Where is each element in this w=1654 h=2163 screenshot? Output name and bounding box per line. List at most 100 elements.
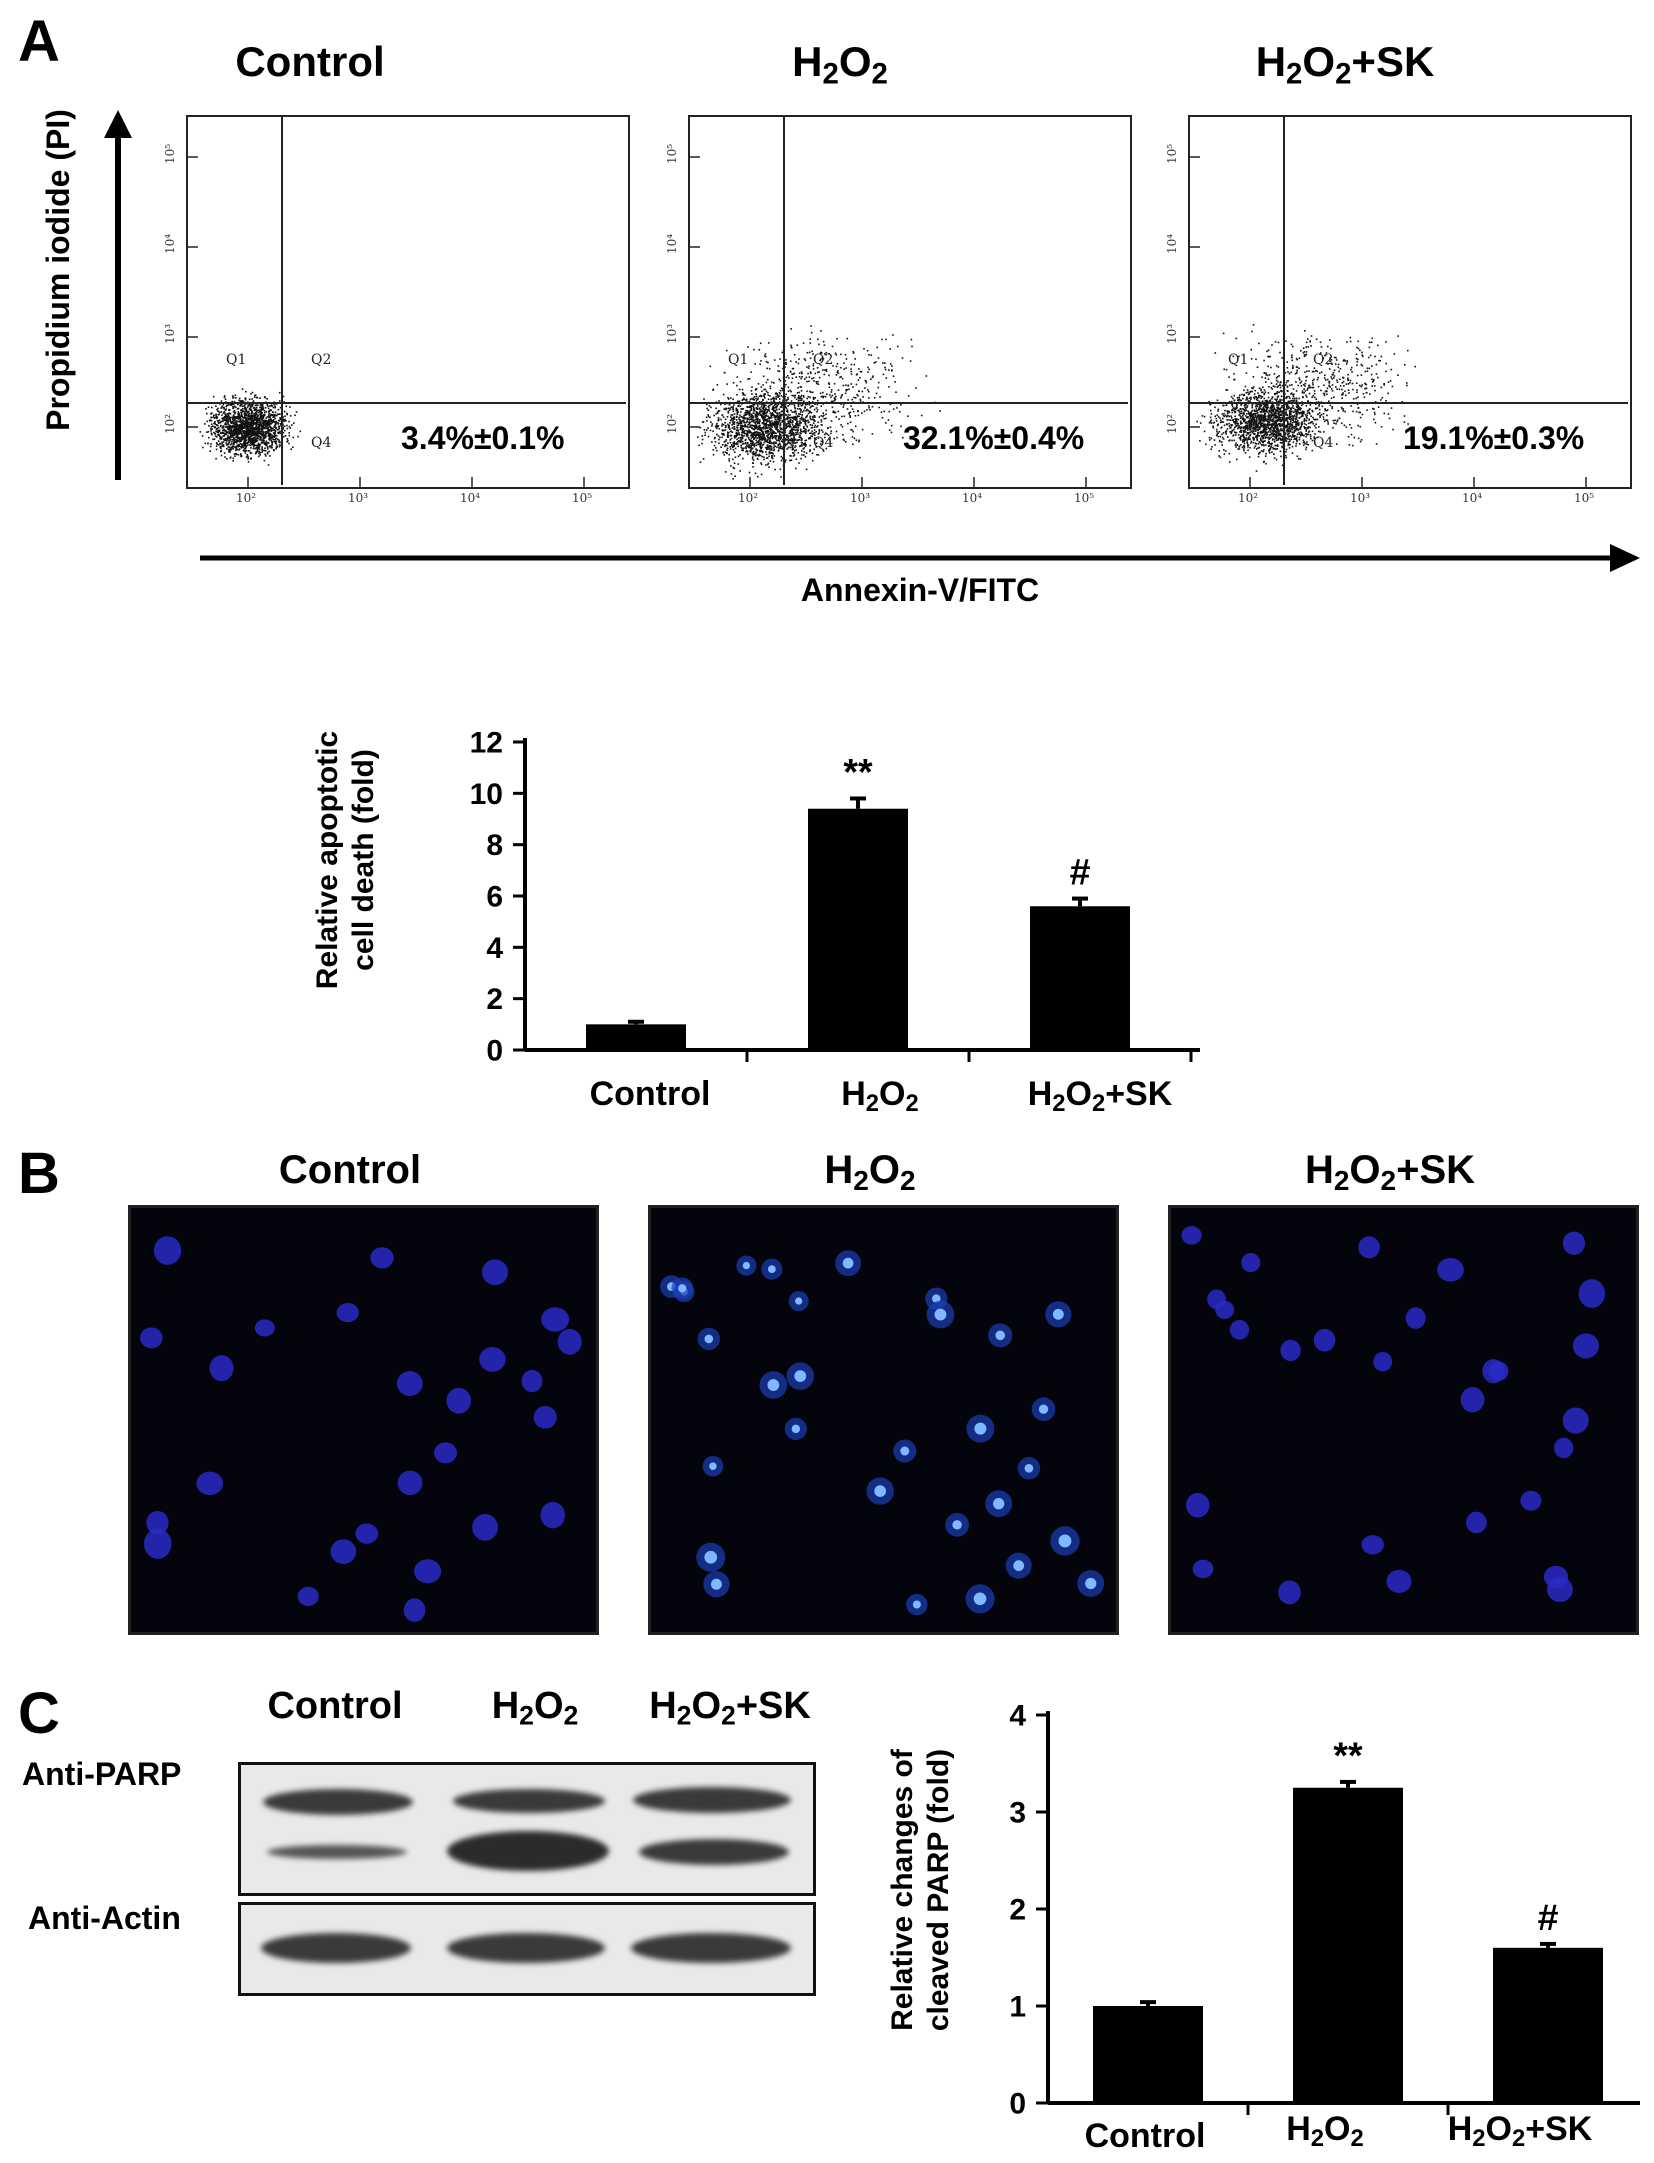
nucleus [479, 1347, 506, 1372]
nucleus [1466, 1511, 1487, 1534]
nucleus-condensed [912, 1600, 921, 1609]
chart-a-xlabel-h2o2-sk: H2O2+SK [1027, 1075, 1173, 1117]
y-log-tick: 10² [665, 413, 680, 435]
nucleus [396, 1371, 423, 1397]
blot-lane-control: Control [267, 1685, 403, 1727]
chart-c-xlabel-control: Control [1084, 2117, 1206, 2155]
x-log-tick: 10³ [850, 491, 871, 505]
nucleus [1554, 1437, 1574, 1459]
nucleus-condensed [1013, 1560, 1025, 1572]
nucleus [1547, 1576, 1573, 1602]
chart-a-ylabel: Relative apoptotic cell death (fold) [310, 705, 410, 1015]
nucleus-condensed [1052, 1308, 1064, 1320]
nucleus-condensed [791, 1424, 801, 1434]
panel-letter-c: C [18, 1681, 60, 1746]
x-log-tick: 10² [236, 491, 257, 505]
chart-a-y-tick-label: 10 [470, 778, 503, 811]
quadrant-gate-vertical [783, 115, 785, 485]
panel-letter-a: A [18, 9, 60, 74]
flow-plot-h2o2 [688, 115, 1132, 489]
chart-a-bar-1 [808, 808, 908, 1050]
x-log-tick: 10⁴ [460, 491, 481, 505]
chart-c-significance-1: ** [1333, 1734, 1363, 1776]
x-log-tick: 10⁵ [1074, 491, 1095, 505]
chart-a-y-tick-label: 2 [486, 983, 503, 1016]
chart-a-bar-2 [1030, 906, 1130, 1050]
chart-c-xlabel-h2o2: H2O2 [1286, 2110, 1364, 2152]
chart-c-bar-0 [1093, 2006, 1203, 2103]
nucleus [196, 1471, 224, 1496]
apoptosis-percentage-h2o2: 32.1%±0.4% [903, 420, 1085, 456]
nucleus [1358, 1236, 1380, 1259]
nucleus [541, 1307, 570, 1332]
annexin-axis-label: Annexin-V/FITC [800, 572, 1040, 608]
nucleus-condensed [974, 1422, 987, 1435]
parp-bar-chart: 0 1 2 3 4 ** # [1009, 1700, 1640, 2121]
chart-a-significance-2: # [1070, 851, 1091, 893]
pi-axis-label: Propidium iodide (PI) [40, 109, 76, 431]
nucleus-condensed [794, 1370, 807, 1382]
chart-c-y-tick-label: 0 [1009, 2088, 1026, 2121]
y-log-tick: 10⁵ [665, 143, 680, 165]
quadrant-label: Q1 [728, 352, 749, 368]
quadrant-gate-horizontal [688, 402, 1128, 404]
chart-c-ylabel: Relative changes of cleaved PARP (fold) [885, 1725, 985, 2055]
apoptosis-percentage-h2o2-sk: 19.1%±0.3% [1403, 420, 1585, 456]
nucleus-condensed [995, 1330, 1006, 1341]
nucleus-condensed [1024, 1463, 1034, 1473]
nucleus [557, 1328, 582, 1355]
flow-title-h2o2: H2O2 [792, 38, 888, 91]
nucleus [434, 1442, 457, 1464]
quadrant-label: Q1 [226, 352, 247, 368]
actin-blot [238, 1902, 816, 1996]
quadrant-gate-vertical [281, 115, 283, 485]
chart-c-y-tick-label: 4 [1009, 1700, 1026, 1733]
nucleus [153, 1236, 182, 1265]
chart-a-bar-0 [586, 1024, 686, 1050]
chart-c-bar-1 [1293, 1787, 1403, 2103]
chart-c-xlabel-h2o2-sk: H2O2+SK [1447, 2110, 1593, 2152]
nucleus-condensed [1058, 1534, 1072, 1548]
y-log-tick: 10⁴ [163, 233, 178, 255]
nucleus [254, 1319, 275, 1337]
chart-a-xlabel-control: Control [589, 1075, 711, 1113]
parp-band-cleaved-h2o2 [447, 1831, 609, 1871]
nucleus-condensed [767, 1265, 776, 1274]
chart-c-y-tick-label: 2 [1009, 1894, 1026, 1927]
nucleus-condensed [709, 1462, 717, 1470]
quadrant-gate-horizontal [186, 402, 626, 404]
nucleus [146, 1511, 169, 1535]
quadrant-label: Q1 [1228, 352, 1249, 368]
quadrant-label: Q2 [813, 352, 834, 368]
nucleus [1181, 1226, 1202, 1245]
nucleus-condensed [710, 1578, 722, 1590]
nucleus-condensed [795, 1297, 803, 1305]
chart-c-bar-2 [1493, 1947, 1603, 2103]
nucleus-condensed [842, 1257, 854, 1269]
nucleus-condensed [704, 1550, 718, 1564]
actin-band-control [261, 1933, 411, 1963]
nucleus [1313, 1328, 1336, 1352]
nucleus [144, 1528, 172, 1559]
y-log-tick: 10⁴ [665, 233, 680, 255]
nucleus [1278, 1580, 1301, 1605]
x-log-tick: 10⁴ [962, 491, 983, 505]
nucleus-condensed [742, 1261, 751, 1270]
nucleus [540, 1501, 565, 1529]
nucleus [355, 1523, 379, 1544]
apoptosis-bar-chart: 0 2 4 6 8 10 12 ** # [470, 727, 1200, 1068]
quadrant-gate-vertical [1283, 115, 1285, 485]
nucleus [1562, 1231, 1586, 1255]
nucleus-condensed [952, 1520, 962, 1530]
actin-band-h2o2-sk [631, 1933, 791, 1963]
nucleus [397, 1470, 423, 1496]
hoechst-image-h2o2-sk [1168, 1205, 1639, 1635]
quadrant-label: Q2 [311, 352, 332, 368]
nucleus [336, 1303, 359, 1323]
flow-title-h2o2-sk: H2O2+SK [1255, 38, 1435, 91]
y-log-tick: 10³ [665, 323, 680, 345]
hoechst-image-h2o2 [648, 1205, 1119, 1635]
chart-a-ylabel-text: Relative apoptotic cell death (fold) [311, 730, 380, 990]
flow-scatter-h2o2-sk [1190, 156, 1587, 487]
nucleus-condensed [932, 1294, 941, 1303]
